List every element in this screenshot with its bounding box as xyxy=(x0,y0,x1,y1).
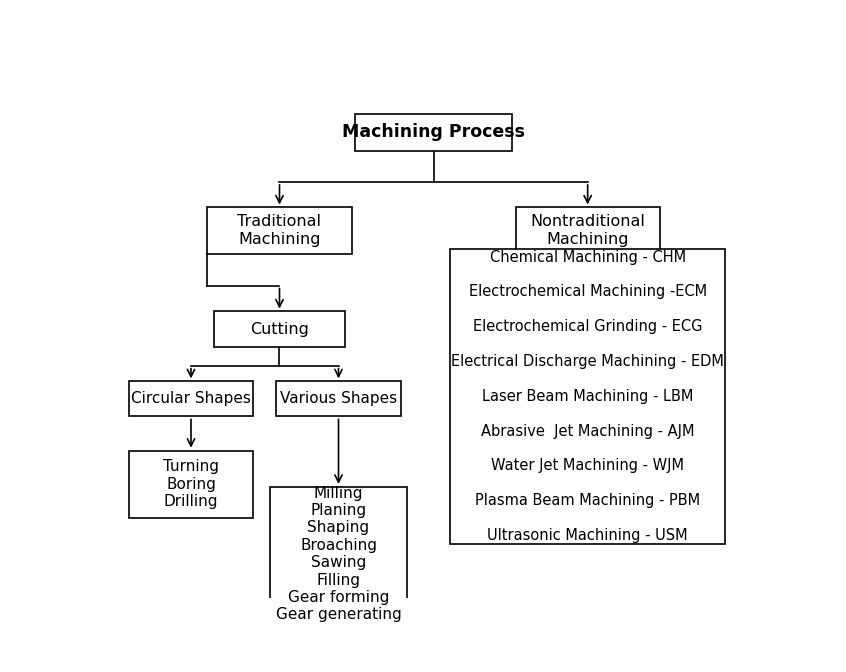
FancyBboxPatch shape xyxy=(355,114,512,151)
FancyBboxPatch shape xyxy=(129,381,253,417)
Text: Various Shapes: Various Shapes xyxy=(280,391,397,407)
FancyBboxPatch shape xyxy=(129,451,253,518)
Text: Turning
Boring
Drilling: Turning Boring Drilling xyxy=(163,460,219,509)
Text: Milling
Planing
Shaping
Broaching
Sawing
Filling
Gear forming
Gear generating: Milling Planing Shaping Broaching Sawing… xyxy=(276,486,401,622)
Text: Chemical Machining - CHM

Electrochemical Machining -ECM

Electrochemical Grindi: Chemical Machining - CHM Electrochemical… xyxy=(451,249,724,543)
Text: Circular Shapes: Circular Shapes xyxy=(131,391,251,407)
FancyBboxPatch shape xyxy=(515,208,660,254)
Text: Cutting: Cutting xyxy=(250,321,309,337)
FancyBboxPatch shape xyxy=(214,311,345,347)
FancyBboxPatch shape xyxy=(276,381,401,417)
FancyBboxPatch shape xyxy=(270,487,407,622)
FancyBboxPatch shape xyxy=(207,208,352,254)
Text: Nontraditional
Machining: Nontraditional Machining xyxy=(530,214,645,247)
Text: Traditional
Machining: Traditional Machining xyxy=(238,214,321,247)
FancyBboxPatch shape xyxy=(450,249,725,544)
Text: Machining Process: Machining Process xyxy=(342,124,525,141)
